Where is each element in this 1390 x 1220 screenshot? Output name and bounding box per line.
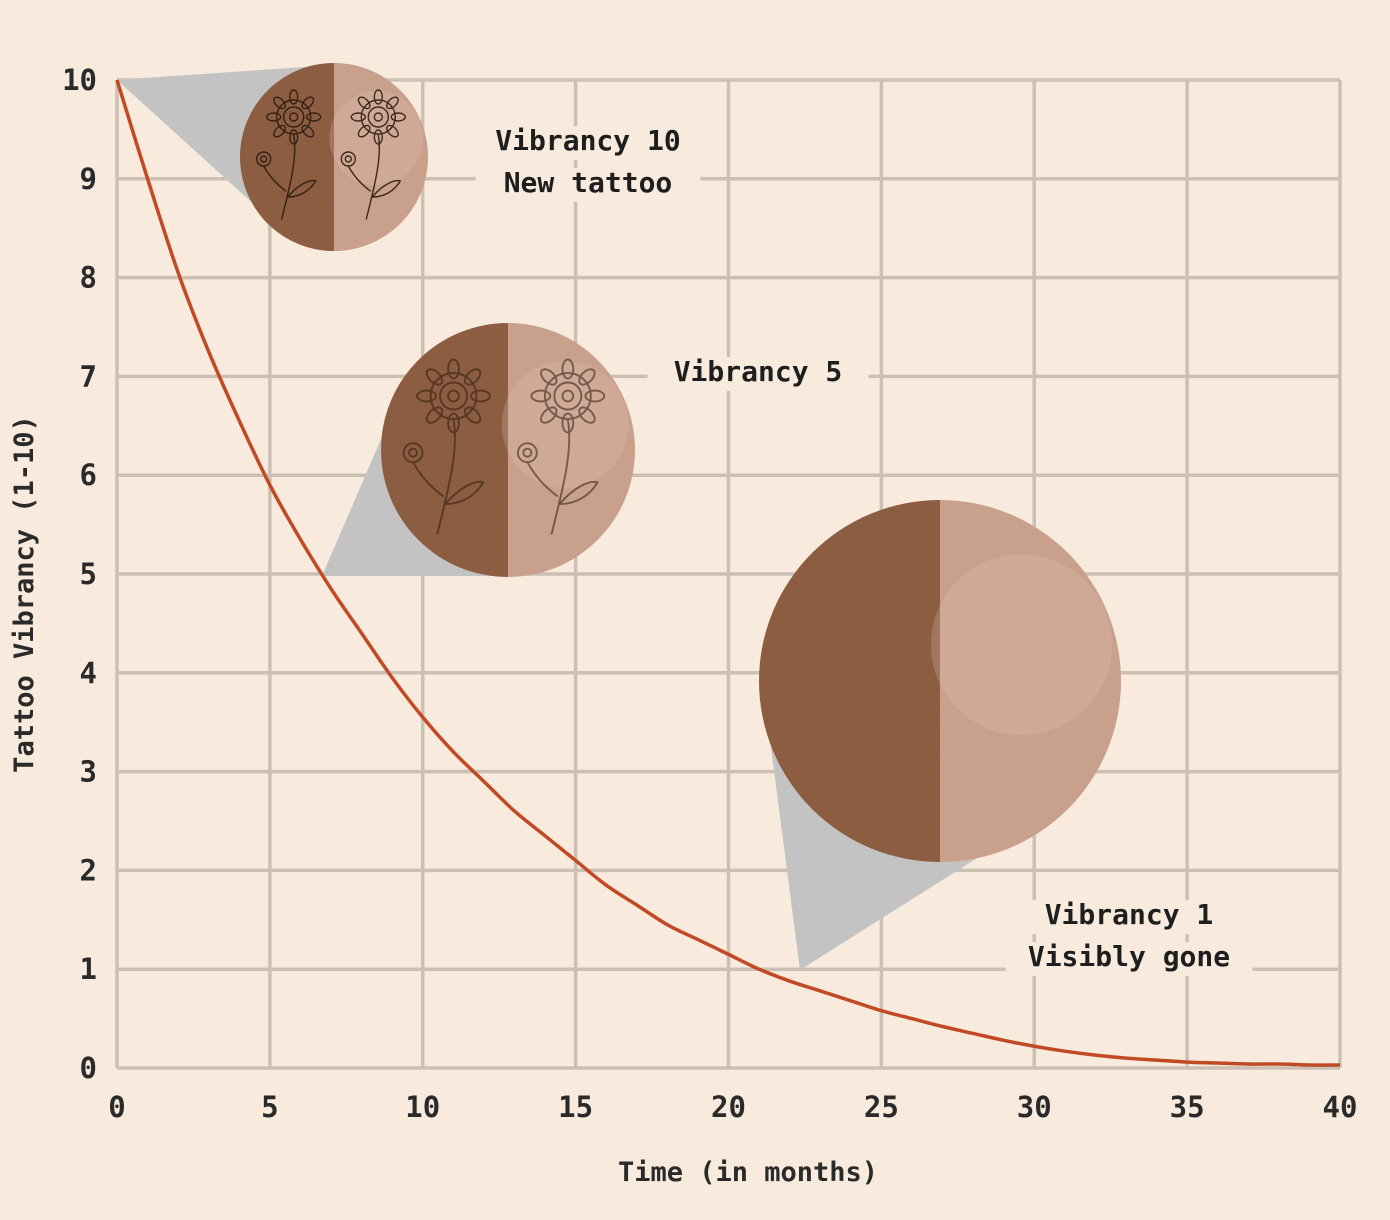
annotation-backdrop bbox=[467, 126, 709, 160]
annotations: Vibrancy 10 New tattoo Vibrancy 5 Vibrancy … bbox=[467, 124, 1253, 976]
y-tick-label: 3 bbox=[80, 755, 97, 789]
x-tick-label: 30 bbox=[1017, 1090, 1052, 1124]
flower-tattoo bbox=[256, 89, 322, 220]
tick-labels: 0 5 10 15 20 25 30 35 40 0 1 2 3 4 5 6 7 8 9 10 bbox=[62, 63, 1357, 1124]
skin-tattoo-image bbox=[381, 323, 635, 577]
x-tick-label: 5 bbox=[261, 1090, 278, 1124]
y-tick-label: 10 bbox=[62, 63, 97, 97]
x-axis-label: Time (in months) bbox=[618, 1157, 878, 1188]
y-tick-label: 1 bbox=[80, 952, 97, 986]
y-tick-label: 4 bbox=[80, 656, 97, 690]
annotation-text: Visibly gone bbox=[1028, 940, 1230, 973]
annotation-backdrop bbox=[1005, 942, 1253, 976]
y-tick-label: 6 bbox=[80, 458, 97, 492]
x-tick-label: 15 bbox=[558, 1090, 593, 1124]
flower-tattoo bbox=[516, 358, 606, 535]
x-tick-label: 10 bbox=[405, 1090, 440, 1124]
flower-tattoo bbox=[402, 358, 491, 535]
y-tick-label: 0 bbox=[80, 1051, 97, 1085]
skin-tattoo-image bbox=[759, 500, 1121, 862]
y-tick-label: 9 bbox=[80, 162, 97, 196]
y-tick-label: 7 bbox=[80, 359, 97, 393]
x-tick-label: 35 bbox=[1170, 1090, 1205, 1124]
series-line bbox=[115, 79, 1341, 1067]
x-tick-label: 20 bbox=[711, 1090, 746, 1124]
y-tick-label: 5 bbox=[80, 557, 97, 591]
annotation-backdrop bbox=[475, 168, 701, 202]
annotation-text: Vibrancy 10 bbox=[495, 124, 680, 157]
x-tick-label: 40 bbox=[1323, 1090, 1358, 1124]
y-axis-label: Tattoo Vibrancy (1-10) bbox=[9, 415, 40, 773]
annotation-text: Vibrancy 5 bbox=[674, 355, 843, 388]
x-tick-label: 25 bbox=[864, 1090, 899, 1124]
skin-tattoo-image bbox=[240, 63, 428, 251]
annotation-text: Vibrancy 1 bbox=[1045, 898, 1214, 931]
y-tick-label: 2 bbox=[80, 853, 97, 887]
x-tick-label: 0 bbox=[108, 1090, 125, 1124]
flower-tattoo bbox=[340, 89, 406, 220]
annotation-text: New tattoo bbox=[504, 166, 673, 199]
annotation-backdrop bbox=[1022, 900, 1236, 934]
y-tick-label: 8 bbox=[80, 261, 97, 295]
annotation-backdrop bbox=[647, 357, 869, 391]
